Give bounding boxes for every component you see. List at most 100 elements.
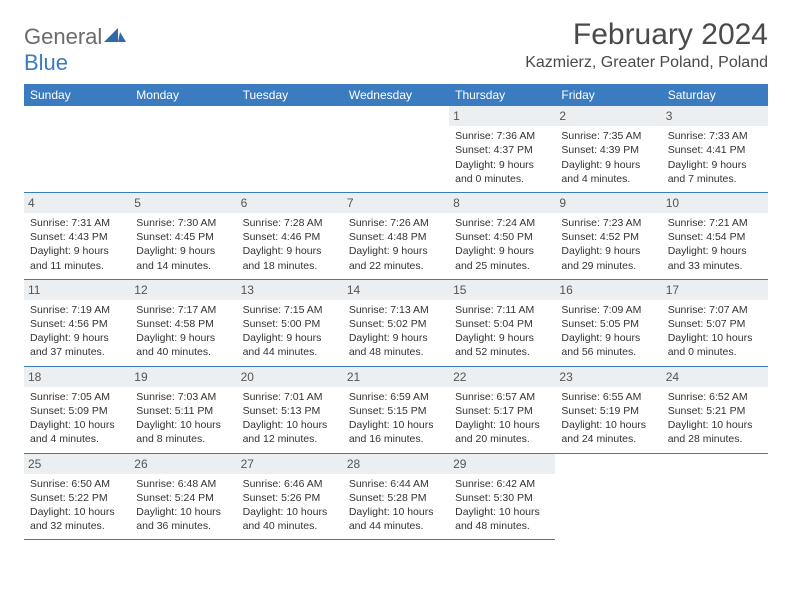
- daylight-text: and 52 minutes.: [455, 345, 549, 359]
- day-number: 4: [24, 193, 130, 213]
- calendar-table: Sunday Monday Tuesday Wednesday Thursday…: [24, 84, 768, 540]
- daylight-text: Daylight: 10 hours: [30, 505, 124, 519]
- day-number: 22: [449, 367, 555, 387]
- calendar-day-cell: 22Sunrise: 6:57 AMSunset: 5:17 PMDayligh…: [449, 366, 555, 453]
- daylight-text: Daylight: 9 hours: [30, 244, 124, 258]
- sunrise-text: Sunrise: 7:21 AM: [668, 216, 762, 230]
- sunset-text: Sunset: 4:52 PM: [561, 230, 655, 244]
- sunset-text: Sunset: 5:00 PM: [243, 317, 337, 331]
- daylight-text: and 22 minutes.: [349, 259, 443, 273]
- calendar-day-cell: 14 Sunrise: 7:13 AMSunset: 5:02 PMDayligh…: [343, 279, 449, 366]
- daylight-text: Daylight: 9 hours: [561, 331, 655, 345]
- sunrise-text: Sunrise: 6:52 AM: [668, 390, 762, 404]
- sunrise-text: Sunrise: 7:26 AM: [349, 216, 443, 230]
- sunset-text: Sunset: 5:05 PM: [561, 317, 655, 331]
- sunset-text: Sunset: 4:58 PM: [136, 317, 230, 331]
- daylight-text: Daylight: 9 hours: [349, 331, 443, 345]
- daylight-text: Daylight: 10 hours: [668, 331, 762, 345]
- day-number: 19: [130, 367, 236, 387]
- daylight-text: and 56 minutes.: [561, 345, 655, 359]
- sunset-text: Sunset: 4:45 PM: [136, 230, 230, 244]
- calendar-day-cell: 18Sunrise: 7:05 AMSunset: 5:09 PMDayligh…: [24, 366, 130, 453]
- daylight-text: and 33 minutes.: [668, 259, 762, 273]
- daylight-text: Daylight: 9 hours: [455, 331, 549, 345]
- daylight-text: Daylight: 10 hours: [668, 418, 762, 432]
- sunset-text: Sunset: 4:54 PM: [668, 230, 762, 244]
- sunset-text: Sunset: 4:43 PM: [30, 230, 124, 244]
- sunset-text: Sunset: 5:19 PM: [561, 404, 655, 418]
- daylight-text: and 37 minutes.: [30, 345, 124, 359]
- daylight-text: and 25 minutes.: [455, 259, 549, 273]
- calendar-day-cell: [130, 106, 236, 192]
- sunrise-text: Sunrise: 7:13 AM: [349, 303, 443, 317]
- sunset-text: Sunset: 5:24 PM: [136, 491, 230, 505]
- calendar-day-cell: 10Sunrise: 7:21 AMSunset: 4:54 PMDayligh…: [662, 192, 768, 279]
- day-number: 1: [449, 106, 555, 126]
- daylight-text: Daylight: 9 hours: [243, 244, 337, 258]
- logo-word-1: General: [24, 24, 102, 49]
- sunset-text: Sunset: 4:50 PM: [455, 230, 549, 244]
- calendar-week-row: 25Sunrise: 6:50 AMSunset: 5:22 PMDayligh…: [24, 453, 768, 540]
- sunrise-text: Sunrise: 7:07 AM: [668, 303, 762, 317]
- day-number: 15: [449, 280, 555, 300]
- day-number: 28: [343, 454, 449, 474]
- sunset-text: Sunset: 5:22 PM: [30, 491, 124, 505]
- day-number: 11: [24, 280, 130, 300]
- day-number: 6: [237, 193, 343, 213]
- sunset-text: Sunset: 5:02 PM: [349, 317, 443, 331]
- sunrise-text: Sunrise: 7:15 AM: [243, 303, 337, 317]
- calendar-day-cell: 2Sunrise: 7:35 AMSunset: 4:39 PMDaylight…: [555, 106, 661, 192]
- sunrise-text: Sunrise: 7:11 AM: [455, 303, 549, 317]
- calendar-day-cell: 28Sunrise: 6:44 AMSunset: 5:28 PMDayligh…: [343, 453, 449, 540]
- calendar-week-row: 18Sunrise: 7:05 AMSunset: 5:09 PMDayligh…: [24, 366, 768, 453]
- daylight-text: and 44 minutes.: [243, 345, 337, 359]
- calendar-day-cell: 23Sunrise: 6:55 AMSunset: 5:19 PMDayligh…: [555, 366, 661, 453]
- calendar-day-cell: 25Sunrise: 6:50 AMSunset: 5:22 PMDayligh…: [24, 453, 130, 540]
- day-number: 26: [130, 454, 236, 474]
- calendar-day-cell: 17Sunrise: 7:07 AMSunset: 5:07 PMDayligh…: [662, 279, 768, 366]
- sunset-text: Sunset: 5:21 PM: [668, 404, 762, 418]
- daylight-text: and 40 minutes.: [136, 345, 230, 359]
- day-number: 14: [343, 280, 449, 300]
- day-number: 9: [555, 193, 661, 213]
- sunrise-text: Sunrise: 7:17 AM: [136, 303, 230, 317]
- daylight-text: Daylight: 10 hours: [30, 418, 124, 432]
- sunrise-text: Sunrise: 7:23 AM: [561, 216, 655, 230]
- daylight-text: Daylight: 10 hours: [349, 418, 443, 432]
- calendar-day-cell: 13Sunrise: 7:15 AMSunset: 5:00 PMDayligh…: [237, 279, 343, 366]
- day-number: 23: [555, 367, 661, 387]
- calendar-day-cell: 21Sunrise: 6:59 AMSunset: 5:15 PMDayligh…: [343, 366, 449, 453]
- calendar-day-cell: 7Sunrise: 7:26 AMSunset: 4:48 PMDaylight…: [343, 192, 449, 279]
- logo: General Blue: [24, 18, 126, 76]
- calendar-day-cell: [662, 453, 768, 540]
- weekday-header: Thursday: [449, 84, 555, 106]
- sunrise-text: Sunrise: 6:57 AM: [455, 390, 549, 404]
- daylight-text: Daylight: 9 hours: [136, 331, 230, 345]
- daylight-text: and 24 minutes.: [561, 432, 655, 446]
- calendar-day-cell: [343, 106, 449, 192]
- daylight-text: and 12 minutes.: [243, 432, 337, 446]
- daylight-text: Daylight: 10 hours: [349, 505, 443, 519]
- calendar-week-row: 1Sunrise: 7:36 AMSunset: 4:37 PMDaylight…: [24, 106, 768, 192]
- day-number: 12: [130, 280, 236, 300]
- daylight-text: and 36 minutes.: [136, 519, 230, 533]
- sunset-text: Sunset: 4:48 PM: [349, 230, 443, 244]
- weekday-header: Friday: [555, 84, 661, 106]
- daylight-text: and 0 minutes.: [455, 172, 549, 186]
- day-number: 29: [449, 454, 555, 474]
- sunrise-text: Sunrise: 7:05 AM: [30, 390, 124, 404]
- daylight-text: and 7 minutes.: [668, 172, 762, 186]
- day-number: 27: [237, 454, 343, 474]
- calendar-day-cell: 11Sunrise: 7:19 AMSunset: 4:56 PMDayligh…: [24, 279, 130, 366]
- day-number: 5: [130, 193, 236, 213]
- daylight-text: Daylight: 9 hours: [561, 158, 655, 172]
- calendar-day-cell: 9Sunrise: 7:23 AMSunset: 4:52 PMDaylight…: [555, 192, 661, 279]
- calendar-day-cell: [555, 453, 661, 540]
- sunrise-text: Sunrise: 7:31 AM: [30, 216, 124, 230]
- sunset-text: Sunset: 5:15 PM: [349, 404, 443, 418]
- daylight-text: Daylight: 9 hours: [30, 331, 124, 345]
- daylight-text: and 8 minutes.: [136, 432, 230, 446]
- daylight-text: and 44 minutes.: [349, 519, 443, 533]
- calendar-day-cell: 4 Sunrise: 7:31 AMSunset: 4:43 PMDaylight…: [24, 192, 130, 279]
- day-number: 13: [237, 280, 343, 300]
